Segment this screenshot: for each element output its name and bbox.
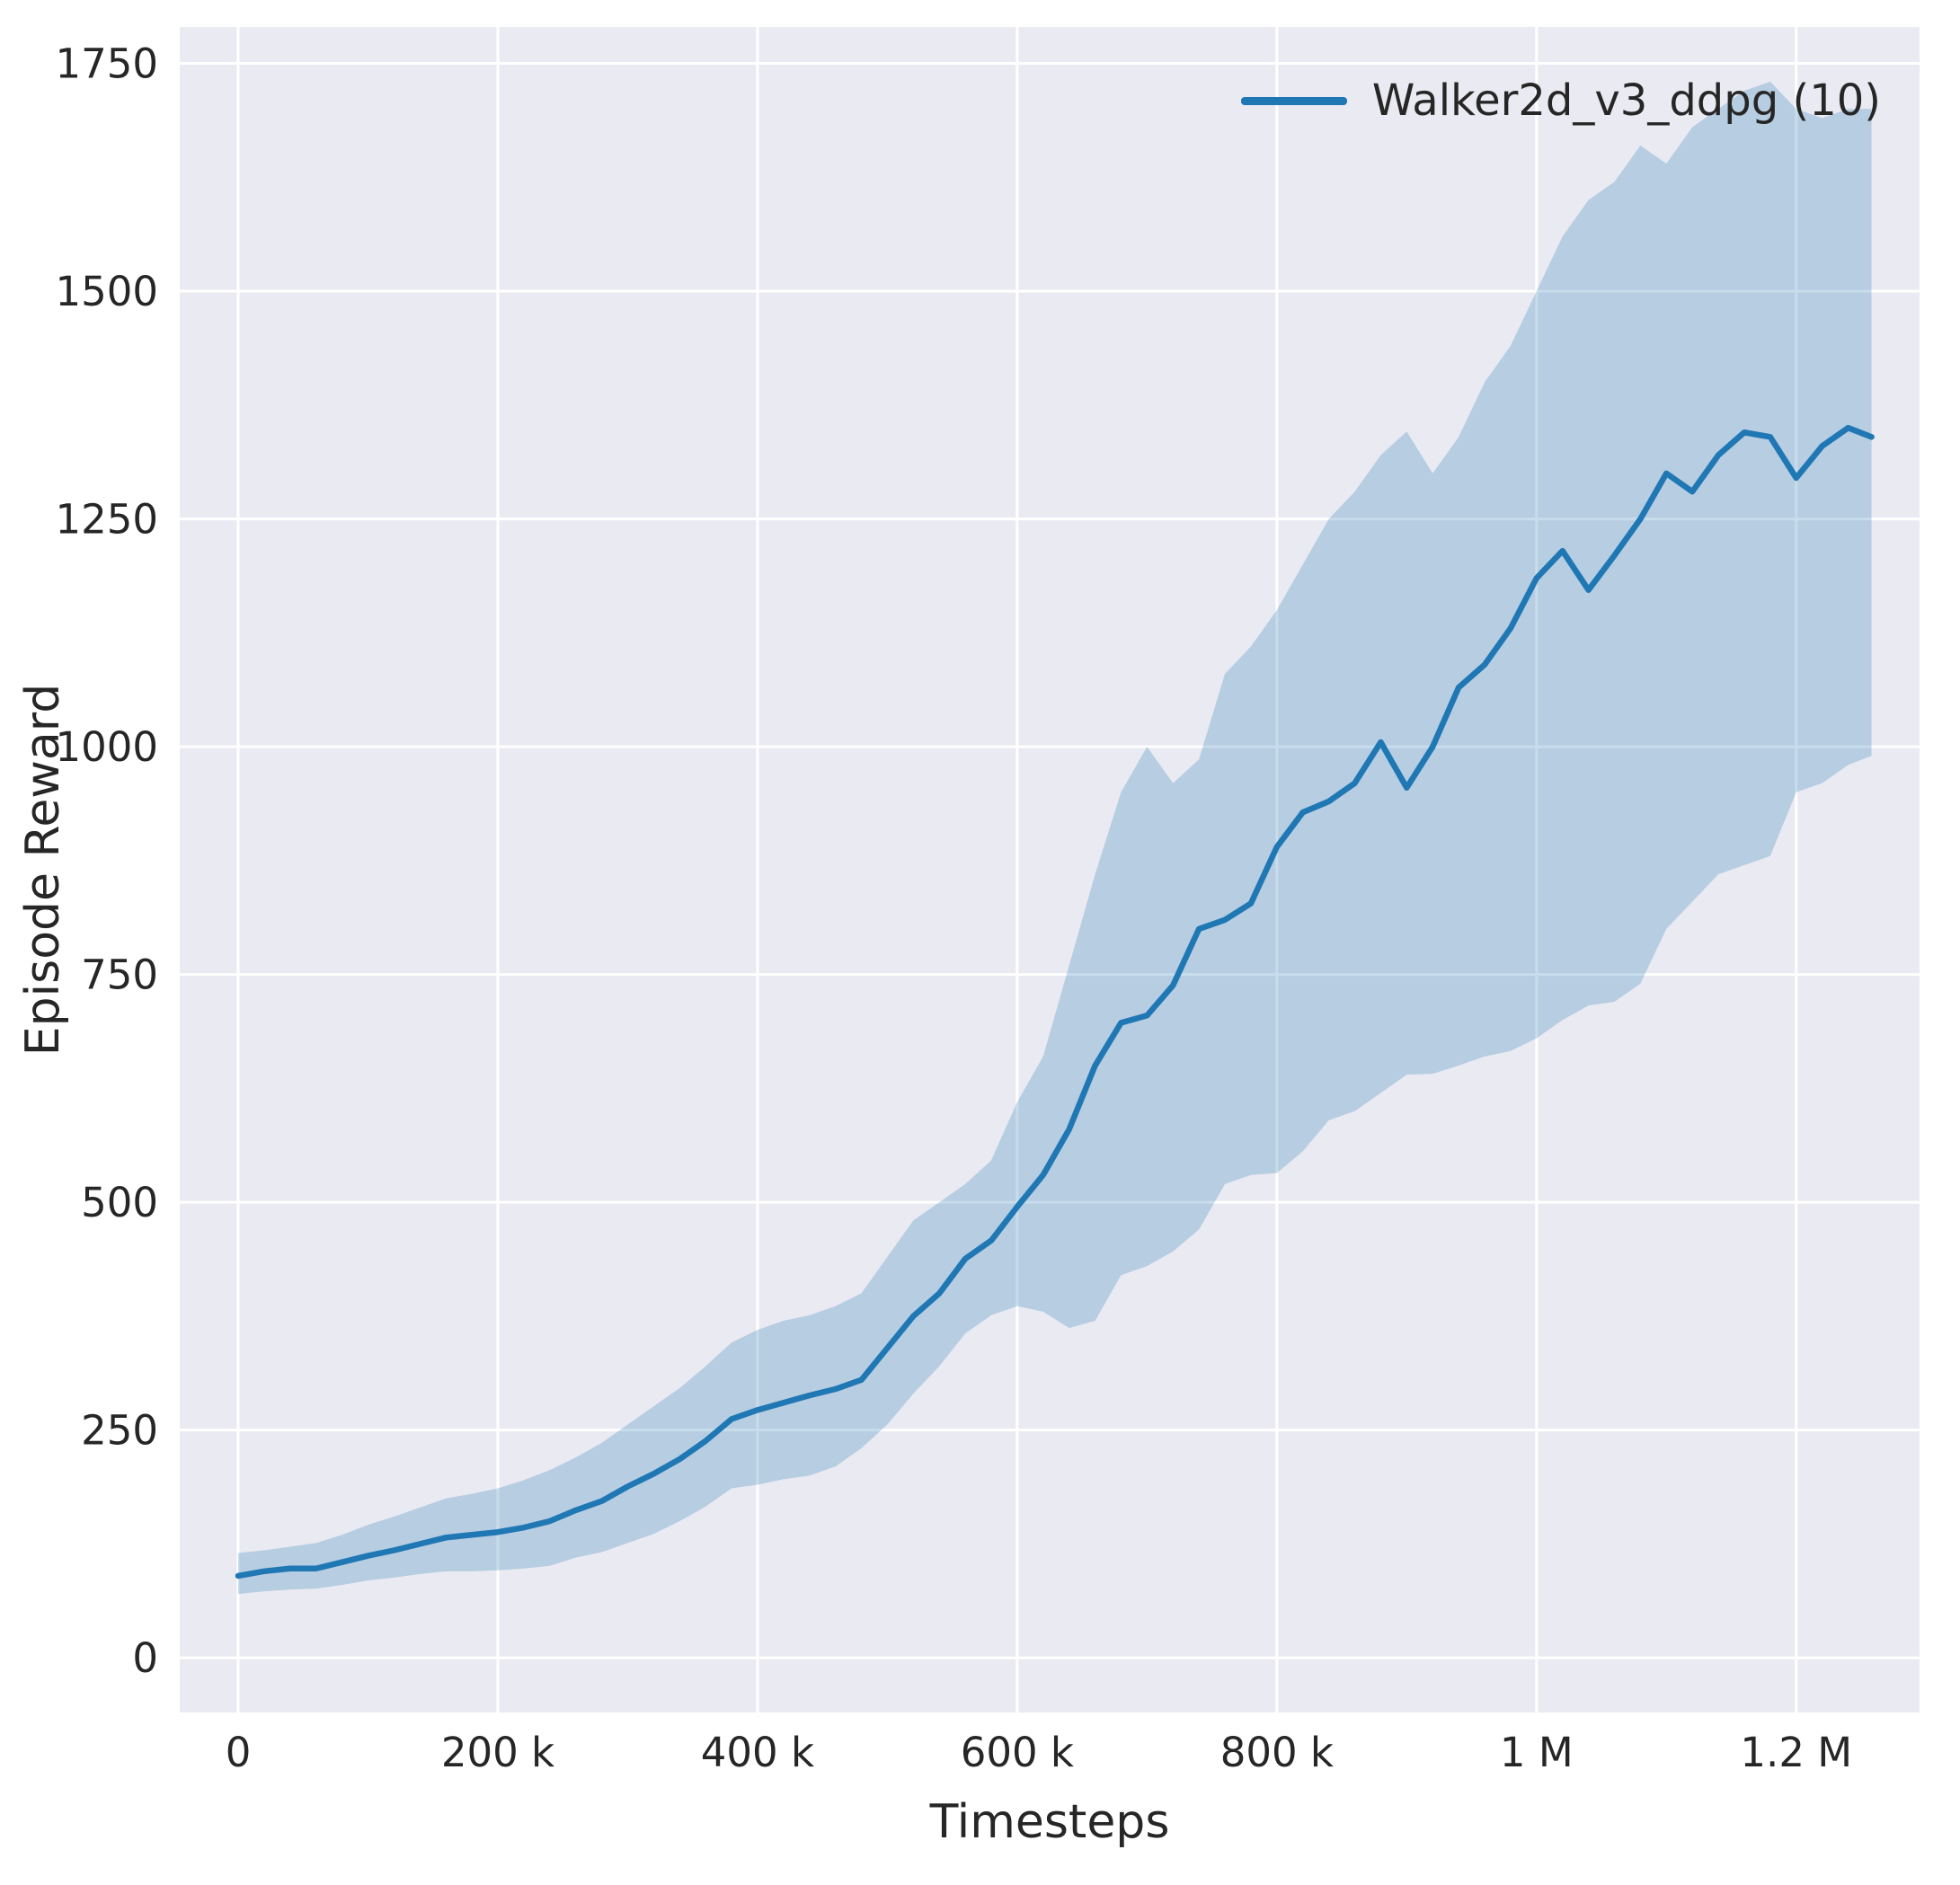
y-tick-label: 1250 [55, 496, 158, 544]
x-tick-label: 0 [226, 1729, 252, 1776]
x-tick-label: 800 k [1220, 1729, 1334, 1776]
y-axis-label: Episode Reward [16, 683, 70, 1057]
plot-background [180, 27, 1920, 1712]
y-tick-label: 1750 [55, 40, 158, 88]
x-tick-label: 400 k [701, 1729, 814, 1776]
y-tick-label: 750 [81, 951, 158, 999]
x-axis-label: Timesteps [929, 1795, 1170, 1849]
legend-series-label: Walker2d_v3_ddpg (10) [1371, 75, 1881, 126]
mean-line [235, 424, 1875, 1580]
y-tick-label: 1500 [55, 268, 158, 315]
legend-line-swatch [1240, 96, 1347, 105]
legend: Walker2d_v3_ddpg (10) [1240, 75, 1881, 126]
y-tick-label: 500 [81, 1179, 158, 1226]
confidence-band [238, 81, 1872, 1595]
x-tick-label: 200 k [441, 1729, 554, 1776]
y-tick-label: 250 [81, 1407, 158, 1455]
y-tick-label: 0 [132, 1634, 158, 1682]
x-tick-label: 1.2 M [1740, 1729, 1852, 1776]
y-tick-label: 1000 [55, 723, 158, 771]
x-tick-label: 1 M [1500, 1729, 1574, 1776]
x-tick-label: 600 k [961, 1729, 1074, 1776]
